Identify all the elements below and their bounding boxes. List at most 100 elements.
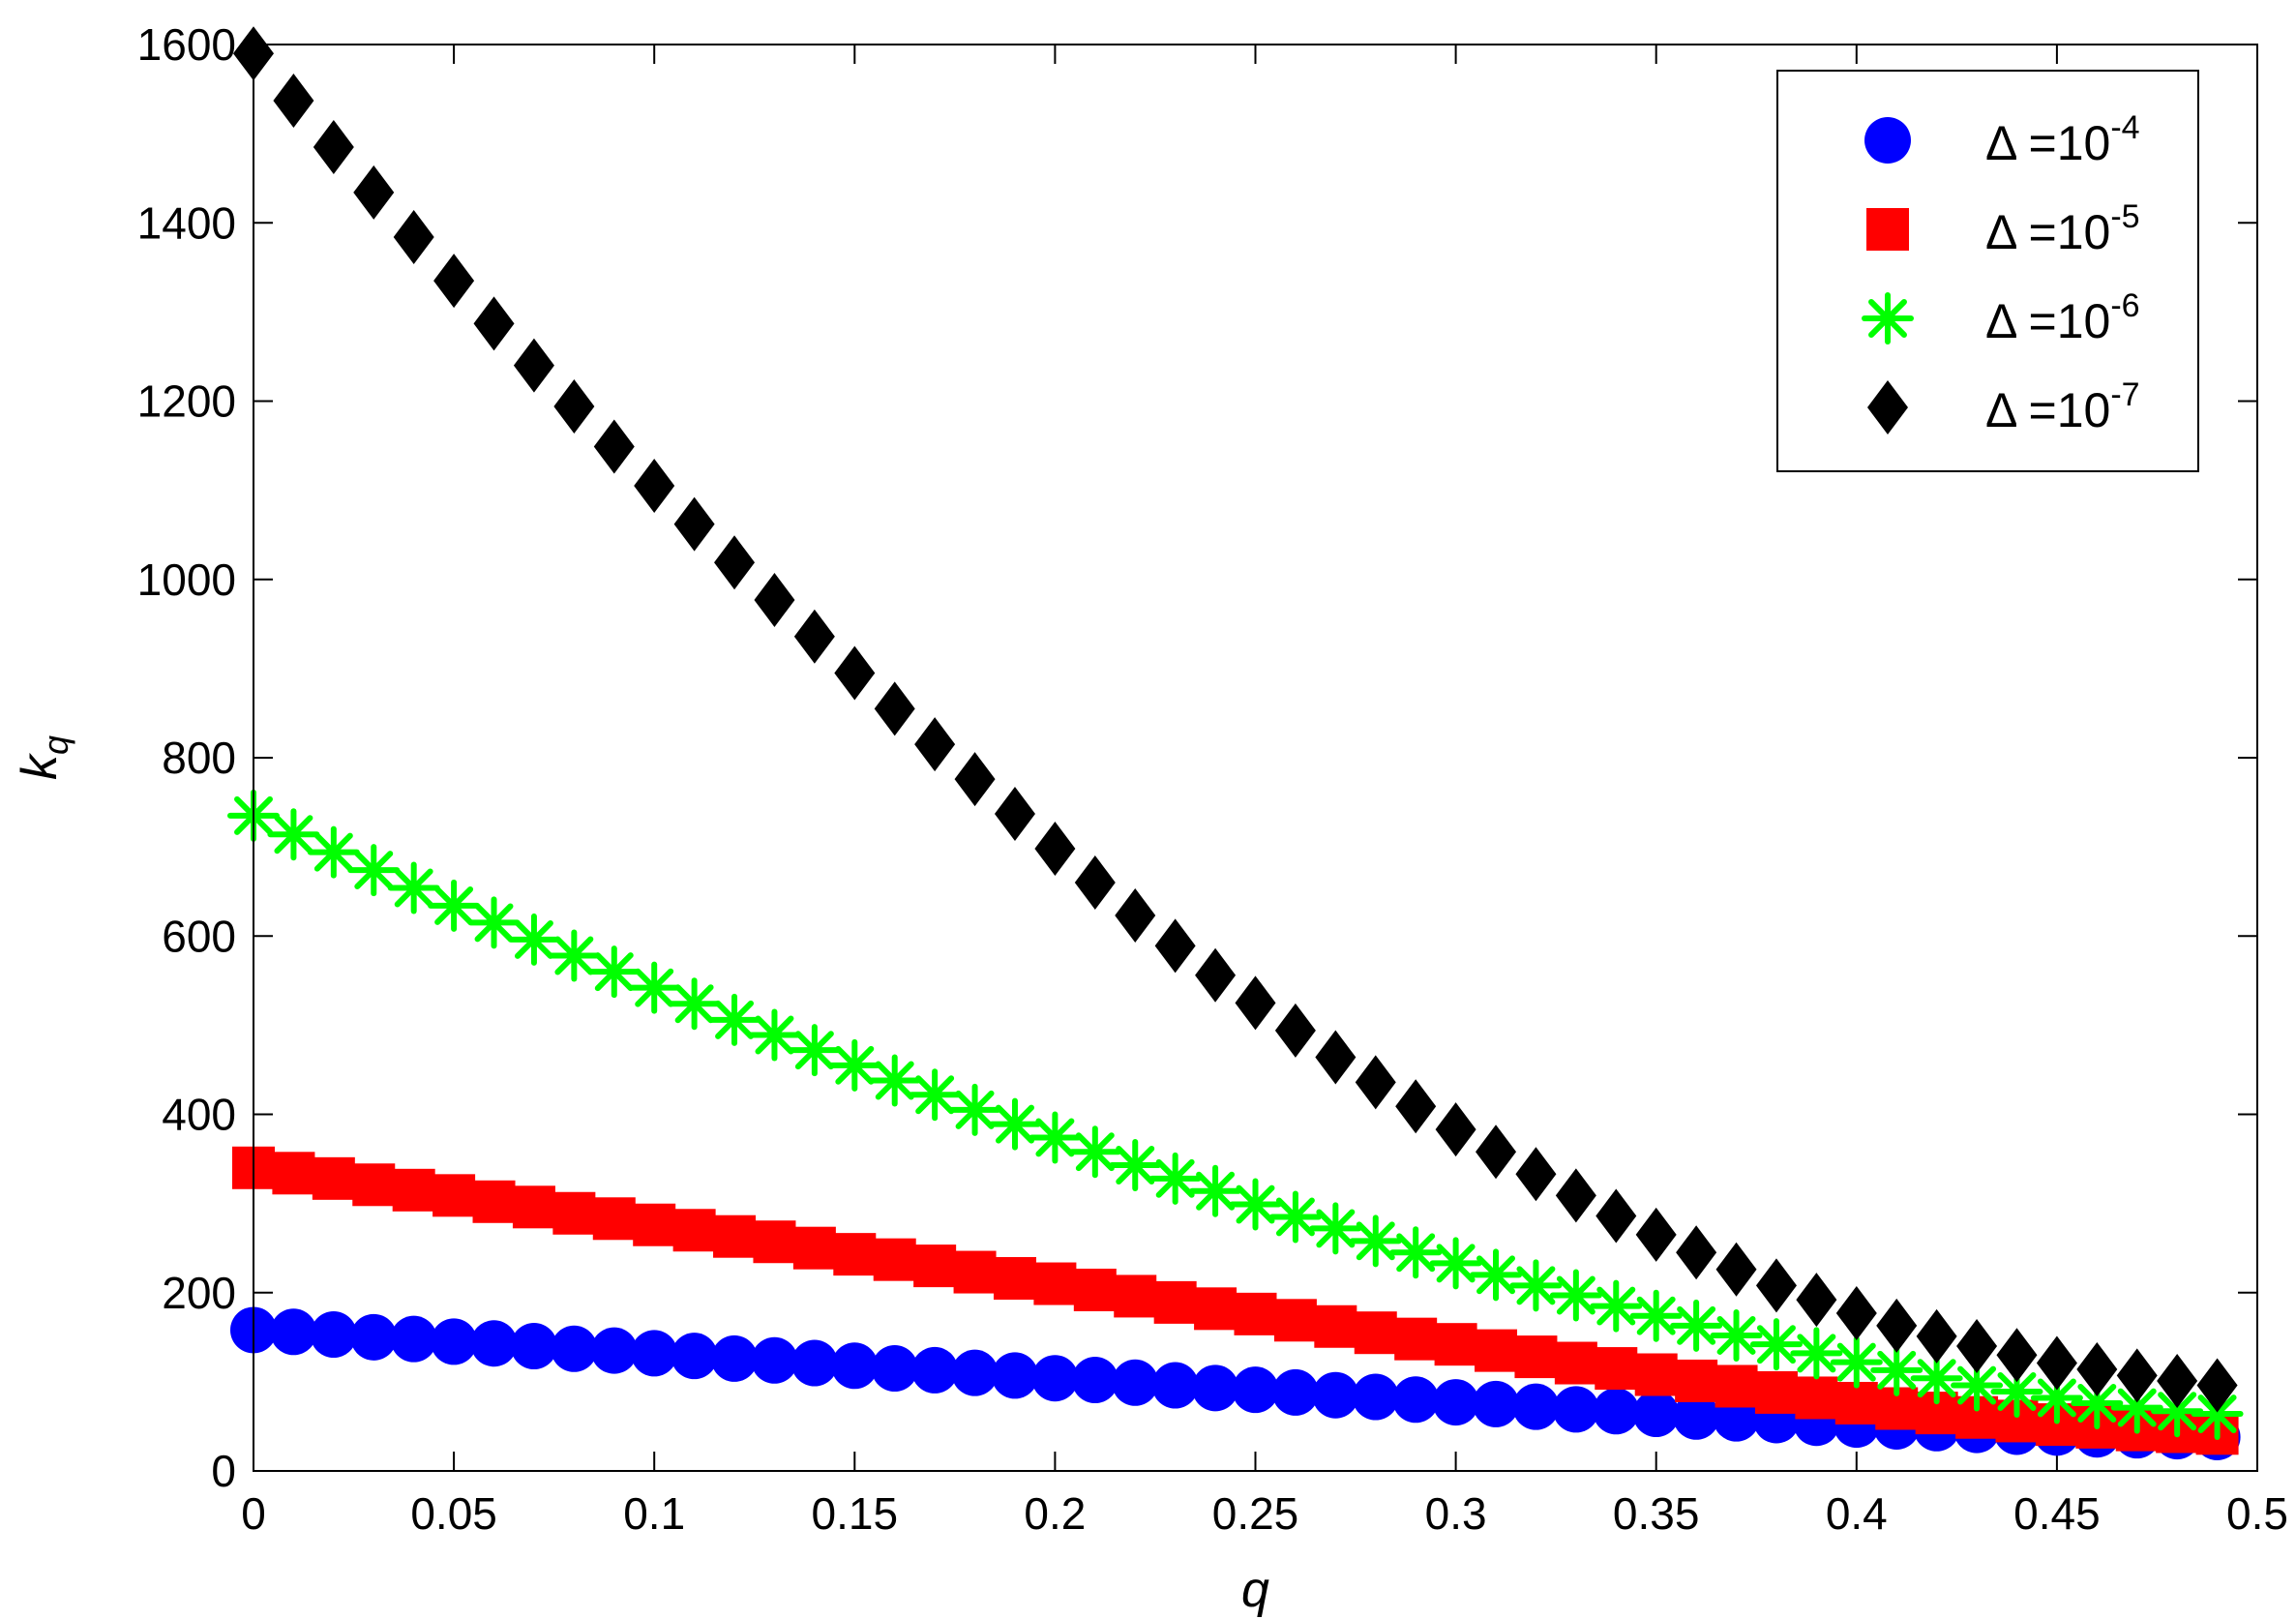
asterisk-stroke — [674, 984, 714, 1024]
data-point — [951, 1349, 999, 1396]
asterisk-stroke — [434, 885, 474, 925]
asterisk-stroke — [1716, 1315, 1756, 1355]
data-point — [352, 1163, 396, 1207]
y-tick-label: 800 — [162, 733, 236, 783]
x-tick-label: 0.15 — [812, 1488, 899, 1539]
y-tick-label: 1600 — [137, 19, 236, 70]
data-point — [1515, 1147, 1557, 1202]
asterisk-stroke — [1356, 1221, 1395, 1261]
legend-item-4: Δ =10-7 — [1867, 376, 2140, 437]
asterisk-stroke — [794, 1031, 834, 1070]
legend-item-3: Δ =10-6 — [1862, 287, 2140, 348]
data-point — [833, 1233, 877, 1276]
data-point — [1115, 888, 1156, 944]
asterisk-stroke — [1476, 1255, 1515, 1295]
legend-label-base: Δ =10 — [1985, 383, 2110, 437]
data-point — [1470, 1248, 1523, 1302]
data-point — [834, 645, 876, 701]
data-point — [1071, 1357, 1118, 1404]
data-point — [874, 681, 915, 736]
data-point — [1148, 1152, 1202, 1205]
asterisk-stroke — [2037, 1378, 2076, 1418]
data-point — [1749, 1318, 1803, 1371]
data-point — [1395, 1079, 1437, 1134]
data-point — [513, 338, 554, 393]
data-point — [350, 1313, 398, 1361]
legend-marker — [1866, 208, 1909, 251]
x-tick-label: 0.45 — [2013, 1488, 2101, 1539]
asterisk-stroke — [996, 1104, 1034, 1144]
data-point — [313, 119, 354, 174]
data-point — [1790, 1327, 1843, 1380]
asterisk-stroke — [1035, 1118, 1075, 1157]
data-point — [668, 977, 721, 1031]
data-point — [2116, 1348, 2158, 1403]
data-point — [1229, 1178, 1282, 1231]
x-axis-label: q — [1241, 1562, 1269, 1618]
data-point — [1834, 1381, 1878, 1424]
data-point — [634, 459, 675, 514]
data-point — [751, 1336, 798, 1384]
data-point — [913, 1244, 957, 1288]
data-point — [307, 825, 360, 879]
data-point — [793, 609, 835, 664]
data-point — [1153, 1280, 1197, 1324]
asterisk-stroke — [313, 832, 353, 872]
data-point — [548, 929, 601, 982]
data-point — [1876, 1298, 1918, 1353]
data-point — [267, 808, 320, 861]
data-point — [991, 1352, 1038, 1399]
data-point — [593, 419, 635, 474]
data-point — [790, 1339, 838, 1387]
data-point — [993, 1257, 1036, 1301]
data-point — [1475, 1329, 1518, 1372]
y-tick-label: 600 — [162, 911, 236, 961]
asterisk-stroke — [554, 936, 594, 975]
data-point — [1715, 1242, 1757, 1297]
data-point — [631, 1330, 678, 1377]
data-point — [792, 1226, 836, 1270]
data-point — [507, 913, 560, 966]
asterisk-stroke — [1596, 1286, 1636, 1326]
data-point — [754, 572, 795, 627]
asterisk-stroke — [955, 1090, 995, 1129]
data-point — [753, 1220, 796, 1264]
data-point — [1033, 1262, 1077, 1305]
asterisk-stroke — [1196, 1171, 1236, 1211]
data-point — [714, 535, 756, 590]
data-point — [2196, 1358, 2238, 1413]
asterisk-stroke — [1957, 1365, 1997, 1405]
data-point — [1315, 1030, 1357, 1085]
data-point — [788, 1024, 841, 1077]
data-point — [1595, 1347, 1638, 1391]
data-point — [1192, 1364, 1239, 1412]
legend-item-2: Δ =10-5 — [1866, 198, 2140, 259]
asterisk-stroke — [594, 952, 634, 992]
data-point — [868, 1054, 921, 1107]
legend-label: Δ =10-4 — [1985, 109, 2140, 170]
data-point — [873, 1238, 916, 1281]
data-point — [1835, 1285, 1877, 1340]
legend-marker — [1867, 380, 1908, 435]
asterisk-stroke — [635, 968, 674, 1007]
data-point — [347, 844, 401, 897]
legend-label-exponent: -4 — [2110, 109, 2139, 146]
data-point — [1870, 1343, 1923, 1396]
data-point — [1710, 1308, 1763, 1362]
data-point — [1673, 1393, 1720, 1440]
asterisk-stroke — [2197, 1394, 2237, 1434]
asterisk-stroke — [1917, 1359, 1956, 1398]
data-point — [312, 1156, 355, 1200]
data-point — [948, 1083, 1001, 1136]
data-point — [673, 496, 715, 552]
data-point — [713, 1214, 757, 1258]
data-point — [1554, 1341, 1597, 1385]
data-point — [1034, 821, 1076, 876]
data-point — [672, 1209, 716, 1252]
data-point — [633, 1203, 676, 1246]
data-point — [592, 1197, 636, 1241]
data-point — [1068, 1125, 1121, 1179]
legend-label: Δ =10-7 — [1985, 376, 2140, 437]
asterisk-stroke — [394, 868, 433, 908]
